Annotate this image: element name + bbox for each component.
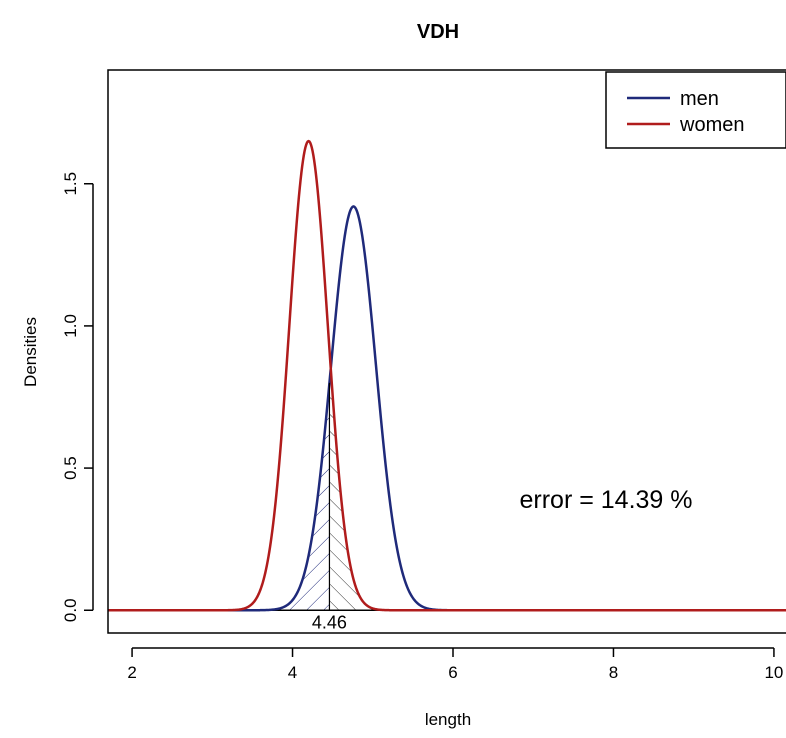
error-annotation: error = 14.39 % <box>519 486 692 514</box>
legend-box <box>605 71 786 149</box>
series-line-women <box>108 139 786 612</box>
overlap-area-women <box>329 349 413 611</box>
y-axis-label: Densities <box>21 317 40 387</box>
x-axis-label: length <box>425 710 471 729</box>
legend-label-men: men <box>680 88 719 110</box>
y-tick-label: 0.5 <box>61 456 80 480</box>
x-axis: 2 4 6 8 10 <box>127 647 783 682</box>
y-tick-label: 1.0 <box>61 314 80 338</box>
y-tick-label: 0.0 <box>61 598 80 622</box>
series-line-men <box>108 205 786 612</box>
x-tick-label: 4 <box>288 663 297 682</box>
intersection-label: 4.46 <box>312 612 347 632</box>
y-tick-label: 1.5 <box>61 172 80 196</box>
x-tick-label: 2 <box>127 663 136 682</box>
legend: men women <box>605 71 786 149</box>
plot-frame <box>107 69 786 634</box>
y-axis: 0.0 0.5 1.0 1.5 <box>61 172 94 622</box>
legend-label-women: women <box>679 114 744 136</box>
chart-title: VDH <box>417 21 459 43</box>
x-tick-label: 6 <box>448 663 457 682</box>
x-tick-label: 8 <box>609 663 618 682</box>
x-tick-label: 10 <box>764 663 783 682</box>
